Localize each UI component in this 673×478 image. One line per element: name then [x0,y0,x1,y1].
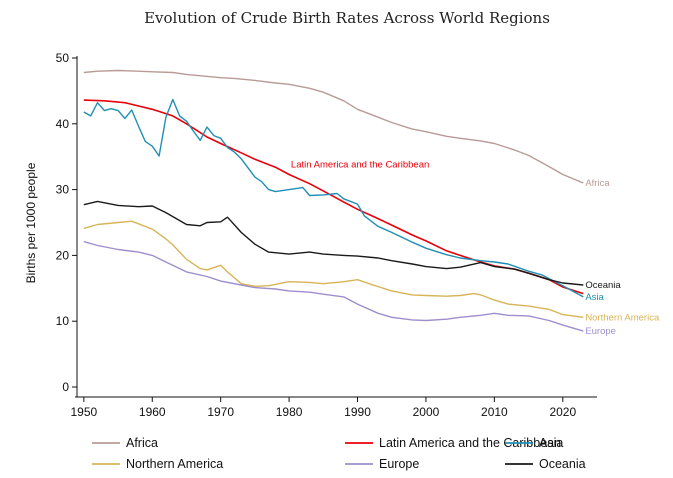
x-tick-label: 2020 [549,405,576,419]
y-tick-label: 30 [56,183,70,197]
x-tick-label: 2010 [481,405,508,419]
series-annotation: Latin America and the Caribbean [291,160,429,171]
y-tick-label: 50 [56,51,70,65]
end-label-africa: Africa [585,178,610,189]
series-line-northern-america [83,220,584,318]
chart-title: Evolution of Crude Birth Rates Across Wo… [144,9,550,27]
series-line-oceania [83,200,584,286]
series-line-europe [83,240,584,332]
legend-entry-latin-america-and-the-caribbean: Latin America and the Caribbean [379,436,561,450]
y-tick-label: 10 [56,314,70,328]
y-tick-label: 0 [62,380,69,394]
series-line-asia [83,98,584,298]
legend-entry-europe: Europe [379,457,419,471]
x-tick-label: 1950 [70,405,97,419]
legend-entry-oceania: Oceania [539,457,586,471]
end-label-asia: Asia [585,292,604,303]
x-tick-label: 1970 [207,405,234,419]
legend-entry-northern-america: Northern America [126,457,223,471]
series-layer [83,69,584,332]
series-line-africa [83,69,584,184]
x-tick-label: 1990 [344,405,371,419]
legend-entry-asia: Asia [539,436,563,450]
x-tick-label: 1980 [276,405,303,419]
y-axis-label: Births per 1000 people [24,162,38,283]
legend-entry-africa: Africa [126,436,158,450]
end-label-oceania: Oceania [585,280,621,291]
end-label-northern-america: Northern America [585,312,660,323]
y-tick-label: 40 [56,117,70,131]
y-tick-label: 20 [56,248,70,262]
end-label-europe: Europe [585,326,616,337]
legend: Africa Latin America and the CaribbeanAsi… [92,436,586,471]
end-labels: Africa Asia Northern America Europe Oceania [585,178,660,337]
x-tick-label: 2000 [413,405,440,419]
axes: 0 10 20 30 40 50 1950 1960 1970 1980 1990 2000 2010 2… [56,51,597,419]
x-tick-label: 1960 [139,405,166,419]
